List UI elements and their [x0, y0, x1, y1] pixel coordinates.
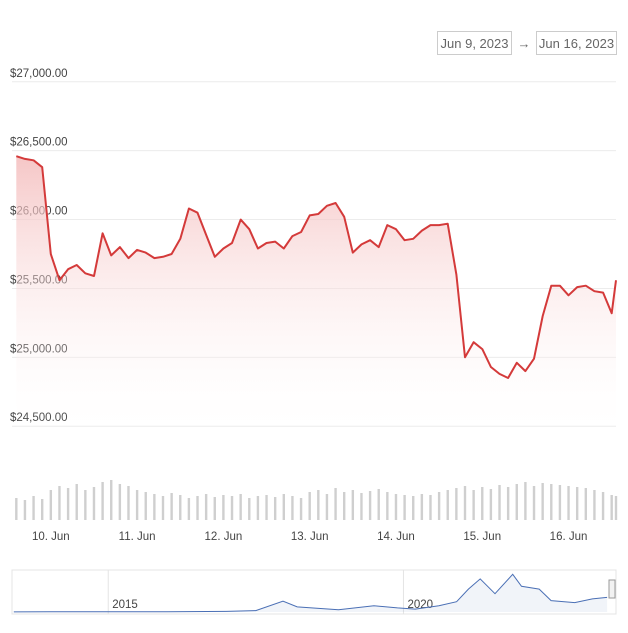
volume-bar — [75, 484, 78, 520]
volume-bar — [558, 485, 562, 520]
date-from[interactable]: Jun 9, 2023 — [441, 36, 509, 51]
volume-bar — [614, 496, 618, 520]
volume-bar — [593, 490, 596, 520]
volume-bar — [489, 489, 493, 520]
volume-bar — [84, 490, 87, 520]
volume-bar — [550, 484, 553, 520]
volume-bar — [239, 494, 242, 520]
y-tick-label: $26,500.00 — [10, 137, 68, 149]
navigator-frame — [11, 569, 617, 615]
volume-bar — [386, 492, 389, 520]
volume-bar — [463, 486, 467, 520]
x-tick-label: 11. Jun — [119, 531, 156, 543]
volume-bar — [265, 495, 268, 520]
volume-bar — [179, 495, 182, 520]
area-fill — [16, 156, 617, 440]
volume-bar — [248, 498, 251, 520]
volume-bar — [58, 486, 61, 520]
volume-bar — [506, 487, 510, 520]
volume-bar — [498, 485, 501, 520]
area-fill — [13, 574, 608, 612]
date-to[interactable]: Jun 16, 2023 — [539, 36, 614, 51]
price-line — [16, 155, 617, 379]
volume-bar — [394, 494, 398, 520]
volume-bar — [256, 496, 260, 520]
volume-bar — [127, 486, 130, 520]
volume-bar — [437, 492, 441, 520]
volume-bar — [446, 490, 449, 520]
volume-bar — [273, 497, 277, 520]
volume-bar — [204, 494, 208, 520]
volume-bar — [161, 496, 165, 520]
volume-bar — [144, 492, 147, 520]
volume-bar — [15, 498, 18, 520]
volume-bar — [170, 493, 173, 520]
volume-bar — [317, 490, 320, 520]
volume-bar — [412, 496, 415, 520]
x-tick-label: 10. Jun — [32, 531, 70, 543]
volume-bar — [360, 493, 363, 520]
x-tick-label: 2015 — [112, 599, 138, 611]
volume-bar — [541, 483, 544, 520]
volume-bar — [368, 491, 372, 520]
volume-bar — [455, 488, 458, 520]
volume-bar — [575, 487, 579, 520]
volume-bar — [308, 492, 311, 520]
volume-bar — [377, 489, 380, 520]
volume-bar — [135, 490, 139, 520]
navigator-line — [13, 573, 608, 613]
volume-bar — [532, 486, 536, 520]
x-tick-label: 15. Jun — [463, 531, 501, 543]
volume-bar — [282, 494, 285, 520]
y-tick-label: $27,000.00 — [10, 68, 68, 80]
volume-bar — [187, 498, 191, 520]
volume-bar — [351, 490, 355, 520]
navigator-handle[interactable] — [608, 579, 616, 599]
volume-bar — [610, 495, 613, 520]
x-tick-label: 2020 — [407, 599, 433, 611]
volume-bar — [584, 488, 587, 520]
volume-bar — [49, 490, 53, 520]
volume-bar — [524, 482, 527, 520]
volume-bar — [92, 487, 96, 520]
volume-bar — [515, 484, 518, 520]
volume-bar — [23, 500, 27, 520]
volume-bar — [66, 488, 70, 520]
volume-bar — [343, 492, 346, 520]
volume-bar — [429, 495, 432, 520]
volume-bar — [299, 498, 303, 520]
date-from-box[interactable] — [437, 31, 512, 55]
volume-bar — [230, 496, 234, 520]
x-tick-label: 14. Jun — [377, 531, 415, 543]
volume-bar — [325, 494, 329, 520]
date-separator: → — [518, 36, 531, 51]
volume-bar — [153, 494, 156, 520]
volume-bar — [481, 487, 484, 520]
volume-bar — [601, 492, 605, 520]
volume-bar — [472, 490, 475, 520]
volume-bar — [41, 499, 44, 520]
volume-bar — [110, 480, 113, 520]
volume-bar — [222, 495, 225, 520]
x-tick-label: 13. Jun — [291, 531, 329, 543]
x-tick-label: 16. Jun — [550, 531, 588, 543]
volume-bar — [420, 494, 424, 520]
volume-bar — [334, 488, 337, 520]
volume-bar — [213, 497, 216, 520]
volume-bar — [118, 484, 122, 520]
volume-bar — [291, 496, 294, 520]
date-to-box[interactable] — [536, 31, 617, 55]
volume-bar — [403, 495, 406, 520]
volume-bar — [32, 496, 35, 520]
volume-bar — [196, 496, 199, 520]
volume-bar — [101, 482, 104, 520]
x-tick-label: 12. Jun — [205, 531, 243, 543]
volume-bar — [567, 486, 570, 520]
